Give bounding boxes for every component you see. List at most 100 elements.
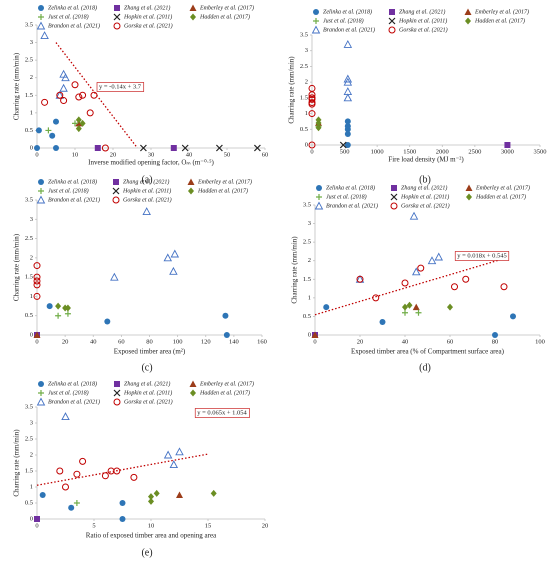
point xyxy=(308,91,316,99)
legend-swatch xyxy=(38,381,44,387)
legend-label: Emberley et al. (2017) xyxy=(199,380,254,387)
legend-swatch xyxy=(190,389,196,397)
point xyxy=(344,131,351,137)
legend-swatch xyxy=(114,5,120,11)
legend-swatch xyxy=(187,178,195,185)
x-tick-label: 20 xyxy=(262,522,269,529)
legend-swatch xyxy=(311,25,321,34)
panel-label: (c) xyxy=(141,362,152,373)
point xyxy=(409,211,419,220)
point xyxy=(33,262,41,270)
legend-swatch xyxy=(112,196,120,204)
trendline-label-box xyxy=(194,408,250,418)
y-tick-label: 2 xyxy=(308,257,311,264)
trendline xyxy=(36,453,209,486)
x-tick-label: 40 xyxy=(186,151,193,158)
point xyxy=(417,264,425,272)
panel-label: (b) xyxy=(419,174,431,185)
point xyxy=(210,489,217,497)
point xyxy=(130,473,138,481)
point xyxy=(79,457,87,465)
legend-label: Emberley et al. (2017) xyxy=(475,184,530,191)
y-tick-label: 2 xyxy=(30,74,33,81)
point xyxy=(142,207,151,216)
y-tick-label: 0.5 xyxy=(300,126,308,133)
point xyxy=(163,450,173,459)
legend-swatch xyxy=(316,194,322,200)
legend-swatch xyxy=(188,187,194,195)
legend-label: Emberley et al. (2017) xyxy=(197,178,252,185)
x-tick-label: 100 xyxy=(535,338,545,345)
panel-label: (d) xyxy=(419,362,431,373)
y-tick-label: 0 xyxy=(30,515,33,522)
point xyxy=(79,91,87,99)
legend-label: Just et al. (2018) xyxy=(323,17,364,24)
y-axis-label: Charring rate (mm/min) xyxy=(291,236,299,304)
x-tick-label: 5 xyxy=(92,522,95,529)
legend-label: Brandon et al. (2021) xyxy=(48,22,100,29)
point xyxy=(451,283,458,291)
x-tick-label: 0 xyxy=(310,148,313,155)
legend-label: Gorska et al. (2021) xyxy=(401,202,450,209)
point xyxy=(119,500,126,506)
legend-label: Zhang et al. (2021) xyxy=(123,178,169,185)
legend-swatch xyxy=(388,26,396,34)
point xyxy=(510,313,516,320)
point xyxy=(101,472,109,480)
legend-label: Hopkin et al. (2011) xyxy=(122,187,171,194)
legend-label: Zelinka et al. (2018) xyxy=(48,178,97,185)
y-tick-label: 3 xyxy=(30,39,33,46)
point xyxy=(379,319,386,325)
point xyxy=(60,97,68,105)
point xyxy=(68,504,75,511)
y-tick-label: 1.5 xyxy=(25,467,33,474)
point xyxy=(34,145,40,151)
point xyxy=(169,266,178,275)
point xyxy=(113,467,121,475)
trendline-label: y = 0.018x + 0.545 xyxy=(457,252,507,259)
legend-swatch xyxy=(389,9,395,15)
point xyxy=(33,292,41,300)
legend-label: Zelinka et al. (2018) xyxy=(48,380,97,387)
legend-label: Just et al. (2018) xyxy=(48,13,89,20)
y-tick-label: 1 xyxy=(30,109,33,116)
point xyxy=(401,279,409,287)
point xyxy=(55,302,62,310)
point xyxy=(356,275,364,283)
point xyxy=(40,31,49,39)
legend-label: Zhang et al. (2021) xyxy=(124,380,170,387)
point xyxy=(344,118,351,125)
x-tick-label: 0 xyxy=(35,522,38,529)
x-tick-label: 10 xyxy=(72,151,79,158)
point xyxy=(343,93,353,102)
legend-swatch xyxy=(36,397,46,406)
legend-swatch xyxy=(114,381,120,387)
point xyxy=(215,144,223,152)
x-tick-label: 0 xyxy=(313,338,316,345)
legend-swatch xyxy=(113,13,121,21)
point xyxy=(86,109,94,117)
point xyxy=(175,447,184,456)
y-tick-label: 3.5 xyxy=(303,201,311,208)
x-tick-label: 80 xyxy=(146,338,153,345)
point xyxy=(104,318,111,325)
point xyxy=(181,144,189,152)
y-tick-label: 3.5 xyxy=(25,196,33,203)
x-tick-label: 50 xyxy=(224,151,231,158)
y-tick-label: 1 xyxy=(308,294,311,301)
y-tick-label: 3 xyxy=(30,419,33,426)
x-tick-label: 3500 xyxy=(534,148,547,155)
legend-swatch xyxy=(113,389,121,397)
point xyxy=(339,141,347,149)
point xyxy=(148,493,154,501)
point xyxy=(73,500,80,506)
trendline-label-box xyxy=(96,82,145,92)
point xyxy=(311,331,319,338)
x-axis-label: Ratio of exposed timber area and opening… xyxy=(86,532,217,540)
point xyxy=(412,303,420,311)
point xyxy=(253,144,261,152)
x-axis-label: Inverse modified opening factor, Oₘ (m⁻⁰… xyxy=(88,159,214,167)
point xyxy=(308,141,316,149)
x-tick-label: 2000 xyxy=(436,148,449,155)
y-axis-label: Charring rate (mm/min) xyxy=(13,52,21,120)
